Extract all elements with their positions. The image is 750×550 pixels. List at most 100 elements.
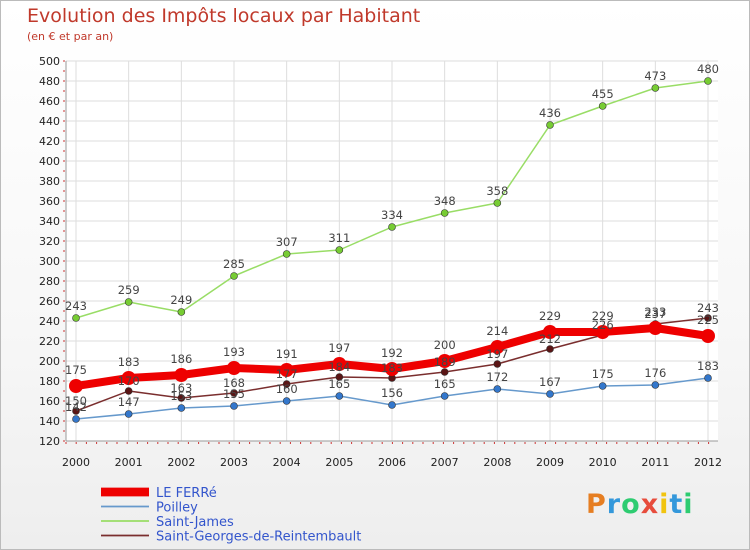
data-point — [177, 404, 186, 412]
y-tick-label: 160 — [39, 395, 60, 408]
data-label: 175 — [65, 363, 87, 377]
x-tick-label: 2009 — [536, 456, 564, 469]
data-point — [385, 362, 399, 376]
data-point — [546, 390, 554, 398]
data-label: 170 — [118, 374, 140, 388]
data-label: 348 — [434, 194, 456, 208]
y-tick-label: 220 — [39, 335, 60, 348]
data-point — [437, 354, 452, 368]
y-tick-label: 300 — [39, 255, 60, 268]
data-point — [124, 387, 133, 395]
data-label: 193 — [223, 345, 245, 359]
x-tick-label: 2011 — [641, 456, 669, 469]
logo-letter: t — [669, 489, 684, 520]
x-tick-label: 2003 — [220, 456, 248, 469]
data-label: 175 — [592, 367, 614, 381]
x-tick-label: 2002 — [167, 456, 195, 469]
data-point — [546, 121, 554, 129]
y-tick-label: 140 — [39, 415, 60, 428]
data-point — [388, 401, 396, 409]
data-point — [69, 379, 83, 393]
data-label: 167 — [539, 375, 561, 389]
legend-label: Saint-James — [156, 515, 234, 530]
data-point — [279, 363, 294, 377]
data-point — [543, 325, 557, 339]
data-label: 480 — [697, 62, 719, 76]
x-tick-label: 2006 — [378, 456, 406, 469]
chart-title: Evolution des Impôts locaux par Habitant — [27, 5, 421, 27]
data-label: 172 — [486, 370, 508, 384]
data-point — [704, 374, 712, 382]
data-label: 160 — [276, 382, 298, 396]
data-point — [651, 381, 660, 389]
data-label: 225 — [697, 313, 719, 327]
data-point — [177, 308, 186, 316]
data-point — [72, 415, 80, 423]
data-point — [335, 246, 344, 254]
data-point — [388, 223, 396, 231]
y-tick-label: 420 — [39, 135, 60, 148]
data-label: 243 — [697, 301, 719, 315]
data-label: 183 — [697, 359, 719, 373]
data-point — [493, 199, 502, 207]
data-label: 155 — [223, 387, 245, 401]
data-point — [282, 397, 291, 405]
x-tick-label: 2004 — [273, 456, 301, 469]
data-point — [124, 298, 133, 306]
data-label: 214 — [486, 324, 508, 338]
data-point — [174, 368, 189, 382]
data-label: 186 — [170, 352, 192, 366]
data-point — [440, 392, 449, 400]
legend-label: Poilley — [156, 501, 198, 516]
data-label: 163 — [170, 381, 192, 395]
data-point — [230, 389, 238, 397]
logo-letter: x — [640, 489, 660, 520]
data-label: 156 — [381, 386, 403, 400]
data-point — [595, 325, 610, 339]
y-tick-label: 460 — [39, 95, 60, 108]
data-label: 197 — [328, 341, 350, 355]
data-point — [598, 382, 607, 390]
data-point — [651, 84, 660, 92]
data-label: 176 — [644, 366, 666, 380]
y-tick-label: 320 — [39, 235, 60, 248]
data-label: 229 — [539, 309, 561, 323]
logo-letter: P — [586, 489, 607, 520]
data-label: 226 — [592, 318, 614, 332]
data-label: 243 — [65, 299, 87, 313]
y-tick-label: 200 — [39, 355, 60, 368]
x-tick-label: 2001 — [115, 456, 143, 469]
data-point — [648, 321, 663, 335]
data-label: 168 — [223, 376, 245, 390]
y-tick-label: 180 — [39, 375, 60, 388]
data-label: 233 — [644, 305, 666, 319]
data-label: 165 — [328, 377, 350, 391]
y-tick-label: 360 — [39, 195, 60, 208]
chart-subtitle: (en € et par an) — [27, 30, 114, 43]
data-label: 153 — [170, 389, 192, 403]
data-point — [493, 385, 502, 393]
x-tick-label: 2005 — [325, 456, 353, 469]
data-point — [282, 250, 291, 258]
data-label: 249 — [170, 293, 192, 307]
data-point — [701, 329, 715, 343]
data-label: 212 — [539, 332, 561, 346]
data-label: 229 — [592, 309, 614, 323]
data-label: 358 — [486, 184, 508, 198]
data-point — [335, 373, 344, 381]
data-point — [335, 392, 344, 400]
legend-label: LE FERRé — [156, 486, 217, 501]
data-label: 183 — [381, 361, 403, 375]
x-tick-label: 2007 — [431, 456, 459, 469]
data-label: 197 — [486, 347, 508, 361]
data-label: 165 — [434, 377, 456, 391]
proxiti-logo: Proxiti — [586, 489, 694, 520]
data-label: 311 — [328, 231, 350, 245]
data-label: 189 — [434, 355, 456, 369]
y-tick-label: 500 — [39, 55, 60, 68]
data-point — [440, 209, 449, 217]
y-tick-label: 480 — [39, 75, 60, 88]
data-label: 455 — [592, 87, 614, 101]
data-label: 177 — [276, 367, 298, 381]
